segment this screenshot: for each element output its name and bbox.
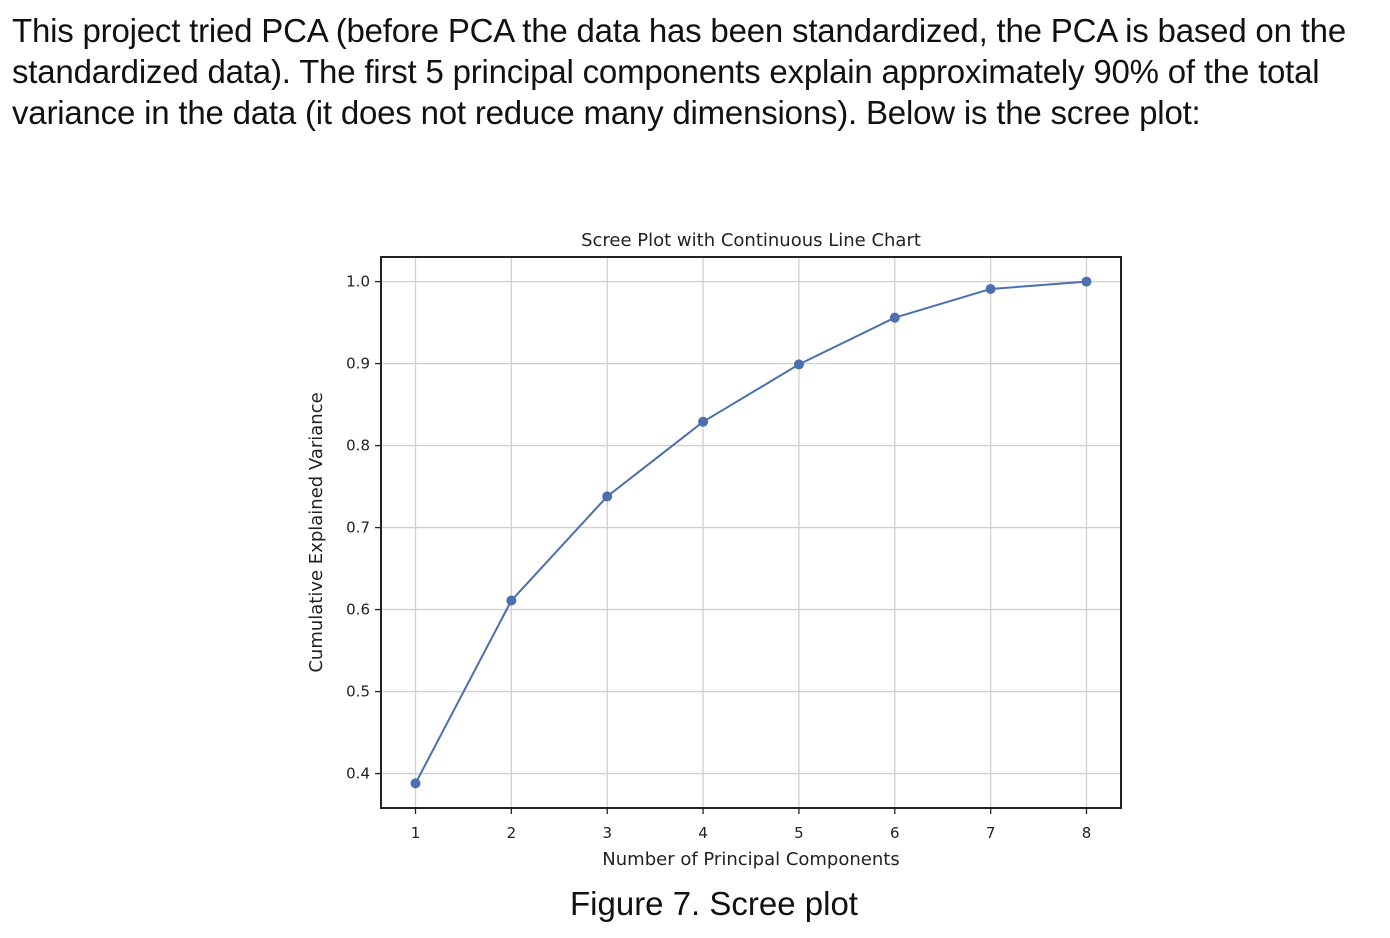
data-point xyxy=(698,416,709,427)
y-tick-label: 0.5 xyxy=(346,683,370,701)
y-tick-label: 0.6 xyxy=(346,601,370,619)
data-point xyxy=(889,312,900,323)
y-axis-label: Cumulative Explained Variance xyxy=(306,392,327,672)
x-tick-label: 1 xyxy=(411,824,421,842)
data-point xyxy=(410,778,421,789)
y-tick-label: 0.4 xyxy=(346,765,370,783)
figure-caption: Figure 7. Scree plot xyxy=(570,885,858,922)
x-tick-label: 4 xyxy=(698,824,708,842)
tick-labels: 1 2 3 4 5 6 7 8 0.4 0.5 0.6 0.7 0.8 0.9 1.0 xyxy=(346,273,1091,842)
y-tick-label: 0.9 xyxy=(346,355,370,373)
x-tick-label: 3 xyxy=(602,824,612,842)
data-point xyxy=(602,491,613,502)
tick-marks xyxy=(375,280,1088,814)
intro-paragraph: This project tried PCA (before PCA the d… xyxy=(12,12,1346,131)
x-tick-label: 2 xyxy=(507,824,517,842)
x-tick-label: 8 xyxy=(1082,824,1092,842)
series-line xyxy=(414,280,1087,784)
y-tick-label: 1.0 xyxy=(346,273,370,291)
y-tick-label: 0.8 xyxy=(346,437,370,455)
plot-frame xyxy=(380,256,1122,809)
data-point xyxy=(1081,276,1092,287)
data-point xyxy=(506,595,517,606)
x-axis-label: Number of Principal Components xyxy=(602,849,899,870)
grid-lines xyxy=(381,257,1121,808)
data-point xyxy=(793,359,804,370)
data-point xyxy=(985,283,996,294)
series-line-group xyxy=(410,276,1092,789)
chart-title: Scree Plot with Continuous Line Chart xyxy=(581,230,921,251)
x-tick-label: 6 xyxy=(890,824,900,842)
x-tick-label: 5 xyxy=(794,824,804,842)
y-tick-label: 0.7 xyxy=(346,519,370,537)
x-tick-label: 7 xyxy=(986,824,996,842)
